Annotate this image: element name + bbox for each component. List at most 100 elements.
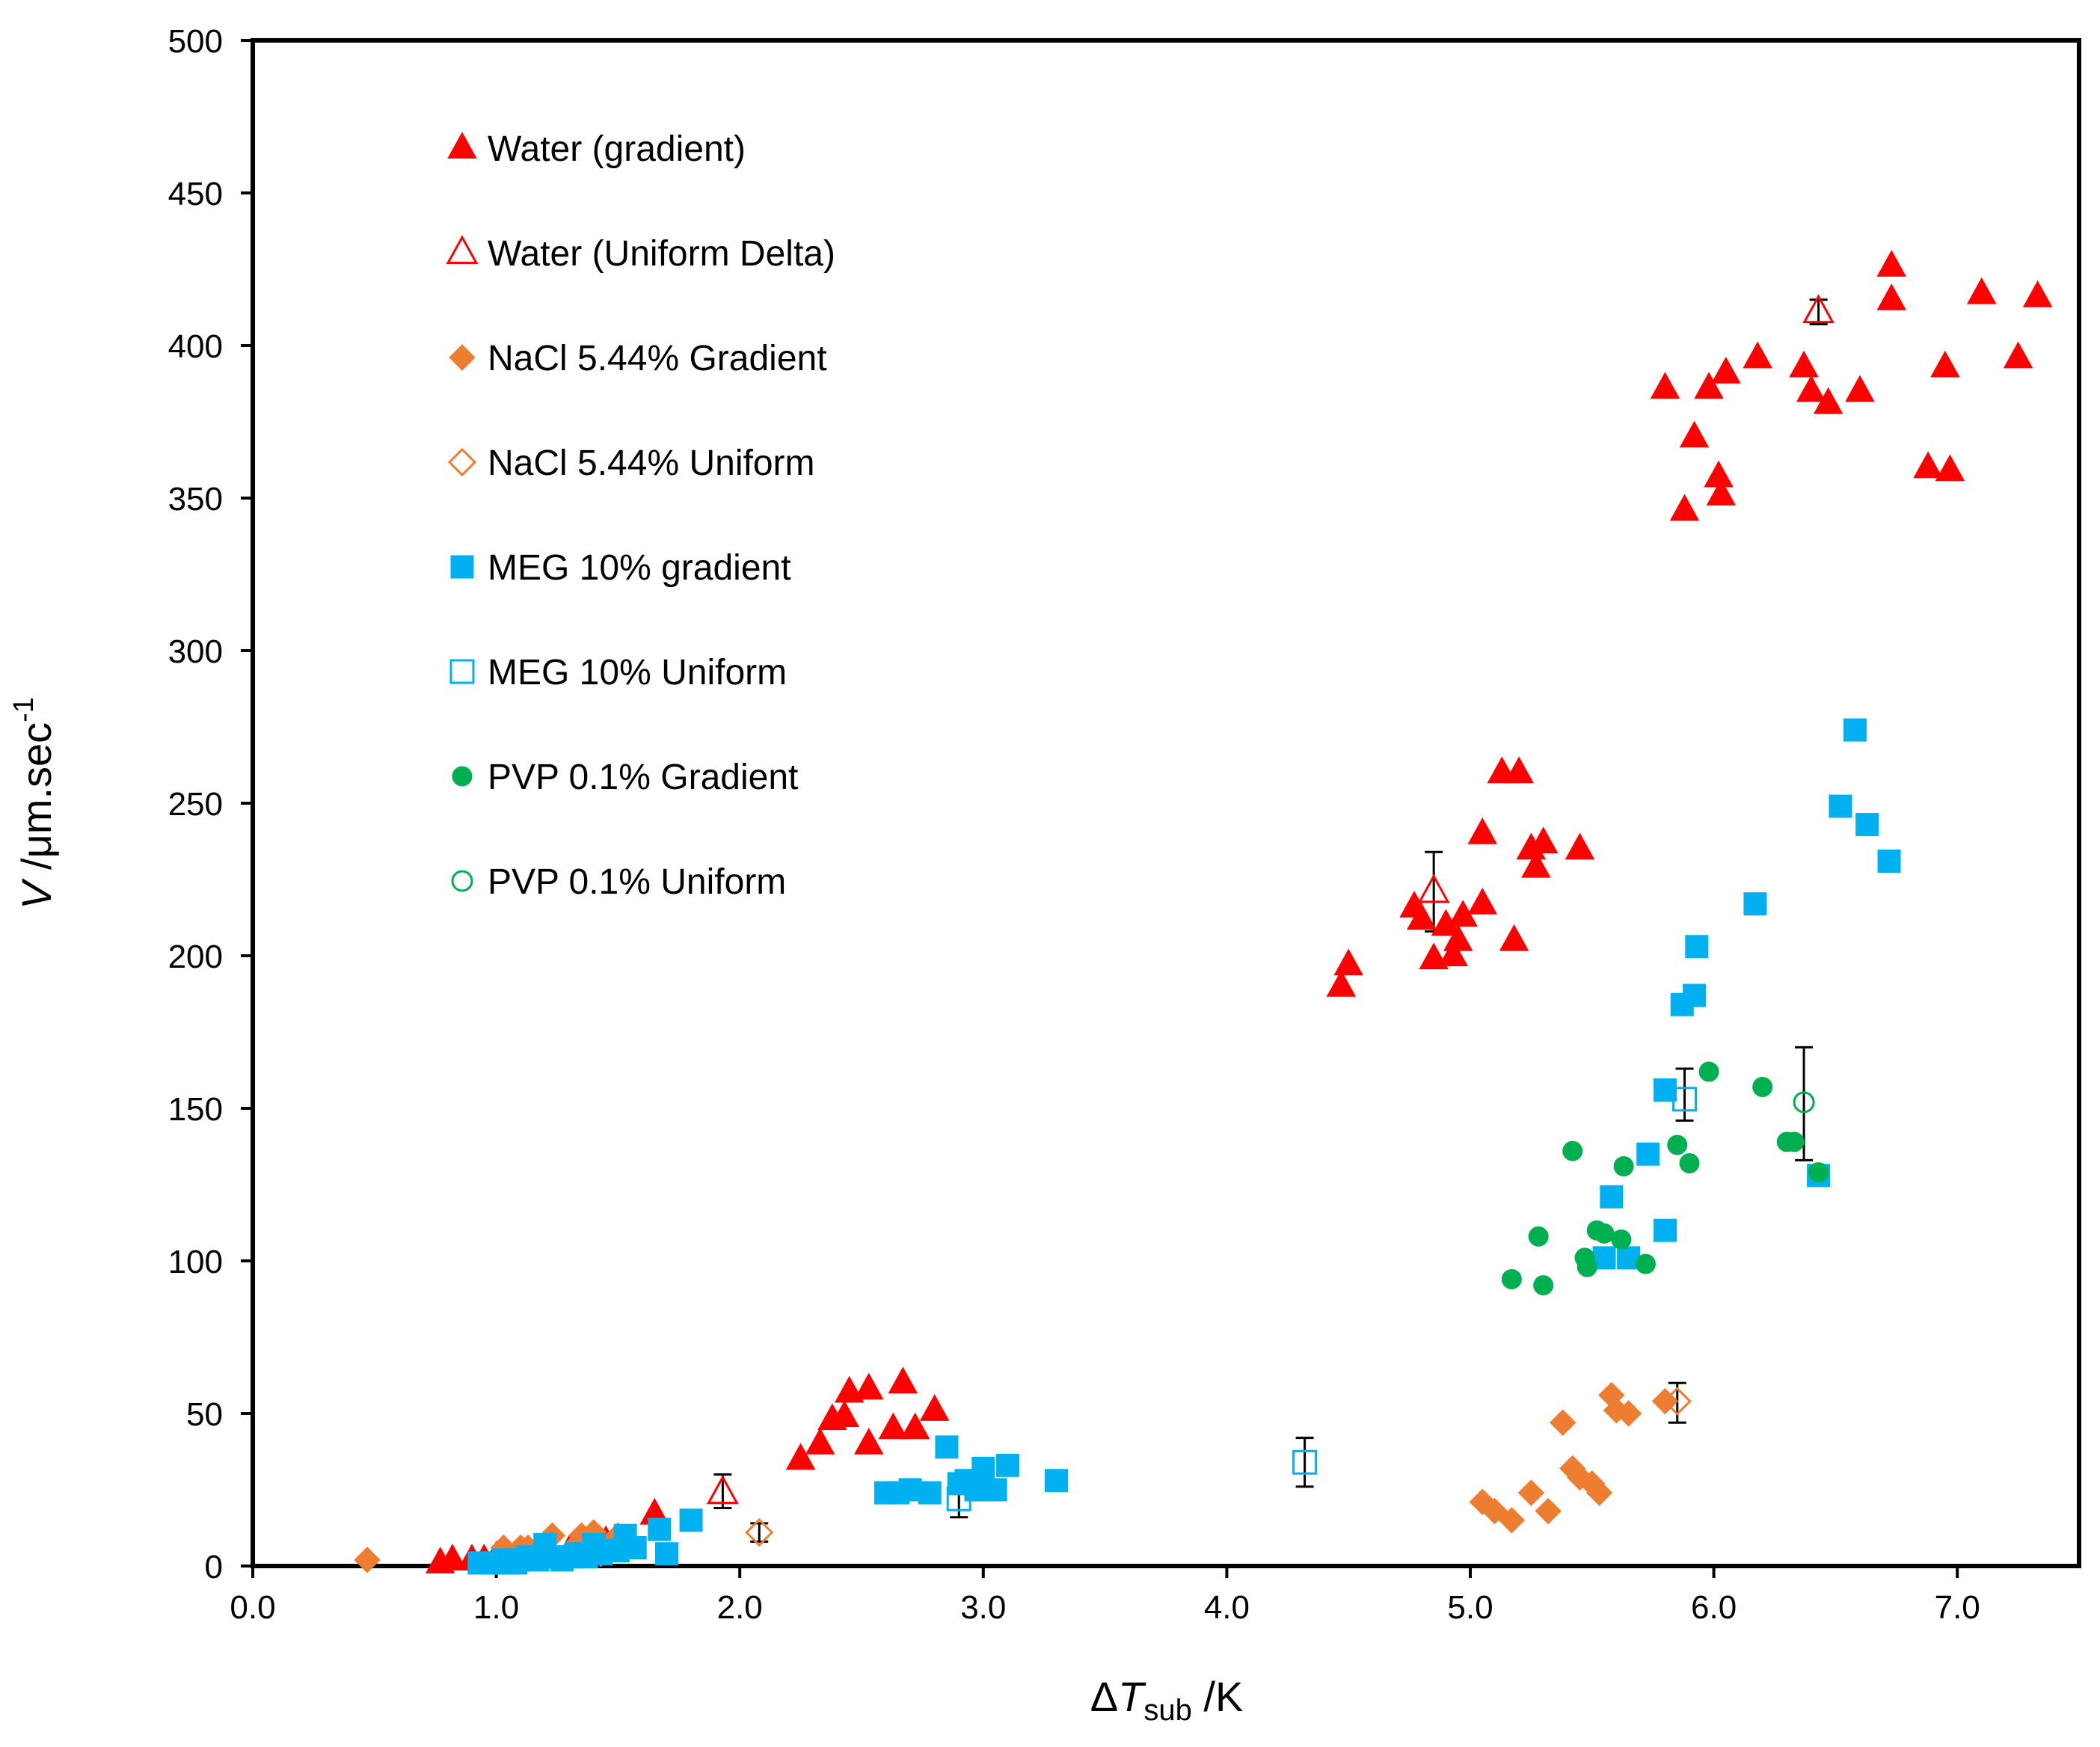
data-point	[854, 1428, 884, 1455]
data-point	[900, 1412, 930, 1440]
data-point	[1333, 948, 1363, 976]
data-point	[1438, 939, 1468, 966]
y-tick-label: 350	[168, 481, 223, 518]
data-point	[1528, 1226, 1549, 1247]
legend-label: NaCl 5.44% Gradient	[488, 339, 827, 378]
data-point	[1585, 1479, 1613, 1506]
data-point	[898, 1478, 922, 1502]
data-point	[1706, 479, 1737, 506]
x-tick-label: 5.0	[1447, 1589, 1493, 1626]
data-point	[1694, 372, 1724, 399]
x-tick-label: 4.0	[1204, 1589, 1250, 1626]
data-point	[1292, 1449, 1318, 1475]
y-tick-label: 500	[168, 23, 223, 60]
data-point	[919, 1394, 950, 1421]
legend-label: PVP 0.1% Uniform	[488, 862, 786, 902]
data-point	[1417, 873, 1450, 903]
data-point	[1576, 1256, 1597, 1277]
data-point	[1326, 970, 1357, 997]
data-point	[1467, 887, 1498, 915]
data-point	[679, 1508, 703, 1532]
legend-marker	[449, 659, 475, 684]
data-point	[1521, 850, 1551, 878]
data-point	[1802, 294, 1835, 324]
y-tick-label: 150	[168, 1091, 223, 1128]
data-point	[1443, 924, 1473, 951]
data-point	[1743, 341, 1772, 369]
y-tick-label: 450	[168, 176, 223, 212]
y-axis-label: V /μm.sec-1	[8, 697, 60, 909]
y-tick-label: 300	[168, 633, 223, 670]
data-point	[745, 1517, 774, 1547]
data-point	[1550, 1409, 1576, 1436]
x-tick-label: 2.0	[717, 1589, 763, 1626]
data-point	[1499, 924, 1529, 951]
data-point	[1743, 892, 1767, 916]
data-point	[1913, 451, 1943, 479]
data-point	[1876, 250, 1907, 277]
data-point	[1044, 1469, 1068, 1493]
legend-label: Water (Uniform Delta)	[488, 234, 835, 274]
data-point	[1615, 1400, 1642, 1427]
axis-ticks: 0.0 1.0 2.0 3.0 4.0 5.0 6.0 7.0 0 50 100 150 200 250 3…	[168, 23, 1980, 1626]
legend-marker	[447, 447, 477, 477]
data-point	[2022, 280, 2053, 307]
legend-label: NaCl 5.44% Uniform	[488, 443, 814, 483]
legend: Water (gradient) Water (Uniform Delta) NaC…	[446, 129, 835, 902]
data-point	[1679, 1152, 1700, 1173]
x-tick-label: 6.0	[1691, 1589, 1737, 1626]
legend-label: MEG 10% Uniform	[488, 653, 787, 693]
y-tick-label: 0	[205, 1549, 223, 1585]
data-point	[1528, 826, 1559, 854]
legend-marker	[446, 235, 479, 264]
data-point	[1662, 1387, 1692, 1416]
data-point	[1685, 935, 1709, 959]
data-point	[785, 1443, 816, 1470]
data-point	[1498, 1507, 1526, 1534]
data-point	[1501, 1268, 1522, 1289]
data-point	[1407, 903, 1437, 930]
data-point	[1752, 1076, 1773, 1097]
data-point	[1667, 1135, 1688, 1155]
data-point	[1711, 356, 1741, 384]
data-point	[964, 1478, 988, 1502]
data-point	[1793, 1091, 1815, 1114]
data-point	[1855, 813, 1879, 837]
data-point	[1481, 1497, 1508, 1525]
legend-marker	[449, 344, 476, 371]
data-point	[655, 1542, 679, 1566]
data-point	[1784, 1132, 1805, 1152]
data-point	[1517, 1479, 1545, 1506]
y-tick-label: 400	[168, 328, 223, 365]
y-tick-label: 250	[168, 786, 223, 823]
data-point	[1967, 277, 1997, 304]
data-point	[854, 1372, 884, 1400]
data-point	[648, 1517, 672, 1541]
data-point	[1611, 1229, 1632, 1250]
data-point	[1653, 1218, 1677, 1242]
data-point	[1679, 420, 1710, 448]
legend-marker	[450, 555, 474, 579]
data-point	[1565, 832, 1595, 860]
data-point	[1669, 494, 1700, 521]
data-point	[1796, 375, 1826, 402]
data-point	[1829, 794, 1852, 818]
legend-marker	[451, 870, 473, 892]
data-point	[805, 1428, 835, 1455]
data-point	[1698, 1061, 1719, 1082]
data-point	[1808, 1162, 1829, 1183]
data-point	[1636, 1142, 1660, 1166]
data-point	[1843, 718, 1867, 742]
data-point	[1613, 1156, 1634, 1177]
y-tick-label: 100	[168, 1244, 223, 1280]
data-point	[946, 1486, 971, 1511]
data-point	[935, 1435, 959, 1459]
legend-label: MEG 10% gradient	[488, 548, 791, 588]
data-point	[2003, 341, 2033, 369]
legend-label: PVP 0.1% Gradient	[488, 758, 798, 797]
data-point	[983, 1478, 1007, 1502]
x-tick-label: 1.0	[473, 1589, 519, 1626]
data-point	[1650, 372, 1680, 399]
data-point	[918, 1481, 942, 1505]
